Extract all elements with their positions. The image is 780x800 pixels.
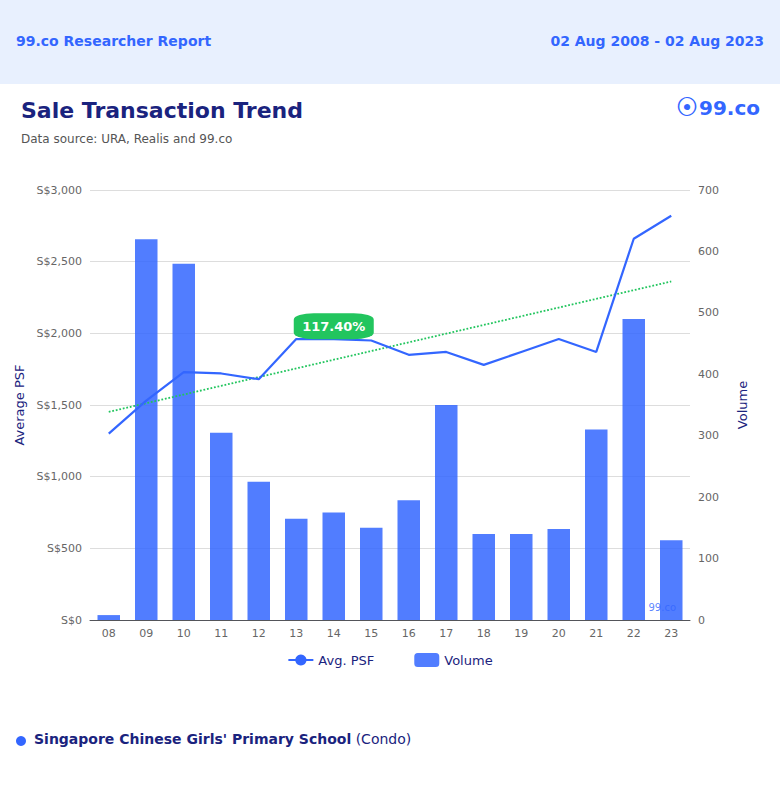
svg-text:117.40%: 117.40% [302,319,365,334]
svg-text:22: 22 [627,627,641,640]
svg-text:Data source: URA, Realis and 9: Data source: URA, Realis and 99.co [21,132,232,146]
svg-text:Volume: Volume [735,381,750,429]
svg-text:Singapore Chinese Girls' Prima: Singapore Chinese Girls' Primary School [34,731,351,747]
svg-text:S$0: S$0 [61,614,82,627]
svg-text:S$500: S$500 [47,542,82,555]
svg-text:400: 400 [698,368,719,381]
svg-text:Avg. PSF: Avg. PSF [318,653,374,668]
svg-text:20: 20 [552,627,566,640]
svg-text:S$2,000: S$2,000 [37,327,82,340]
svg-text:300: 300 [698,429,719,442]
svg-text:17: 17 [439,627,453,640]
svg-text:12: 12 [252,627,266,640]
svg-text:02 Aug 2008 - 02 Aug 2023: 02 Aug 2008 - 02 Aug 2023 [550,33,764,49]
svg-text:S$3,000: S$3,000 [37,184,82,197]
svg-text:11: 11 [214,627,228,640]
svg-text:S$1,000: S$1,000 [37,470,82,483]
svg-text:99.co Researcher Report: 99.co Researcher Report [16,33,211,49]
svg-text:(Condo): (Condo) [351,731,411,747]
svg-text:99.co: 99.co [699,96,760,120]
svg-text:100: 100 [698,552,719,565]
svg-text:0: 0 [698,614,705,627]
svg-text:13: 13 [289,627,303,640]
svg-text:21: 21 [589,627,603,640]
svg-text:99.co: 99.co [648,602,676,613]
svg-text:700: 700 [698,184,719,197]
svg-text:10: 10 [177,627,191,640]
svg-text:23: 23 [664,627,678,640]
svg-text:S$1,500: S$1,500 [37,399,82,412]
svg-text:Volume: Volume [444,653,492,668]
svg-text:16: 16 [402,627,416,640]
svg-text:19: 19 [514,627,528,640]
svg-text:08: 08 [102,627,116,640]
svg-text:⦿: ⦿ [676,95,698,120]
svg-text:14: 14 [327,627,341,640]
svg-text:15: 15 [364,627,378,640]
svg-text:S$2,500: S$2,500 [37,255,82,268]
svg-text:Average PSF: Average PSF [12,364,27,445]
svg-text:09: 09 [139,627,153,640]
svg-text:18: 18 [477,627,491,640]
svg-text:Sale Transaction Trend: Sale Transaction Trend [21,98,303,123]
svg-text:500: 500 [698,306,719,319]
svg-text:200: 200 [698,491,719,504]
svg-text:600: 600 [698,245,719,258]
